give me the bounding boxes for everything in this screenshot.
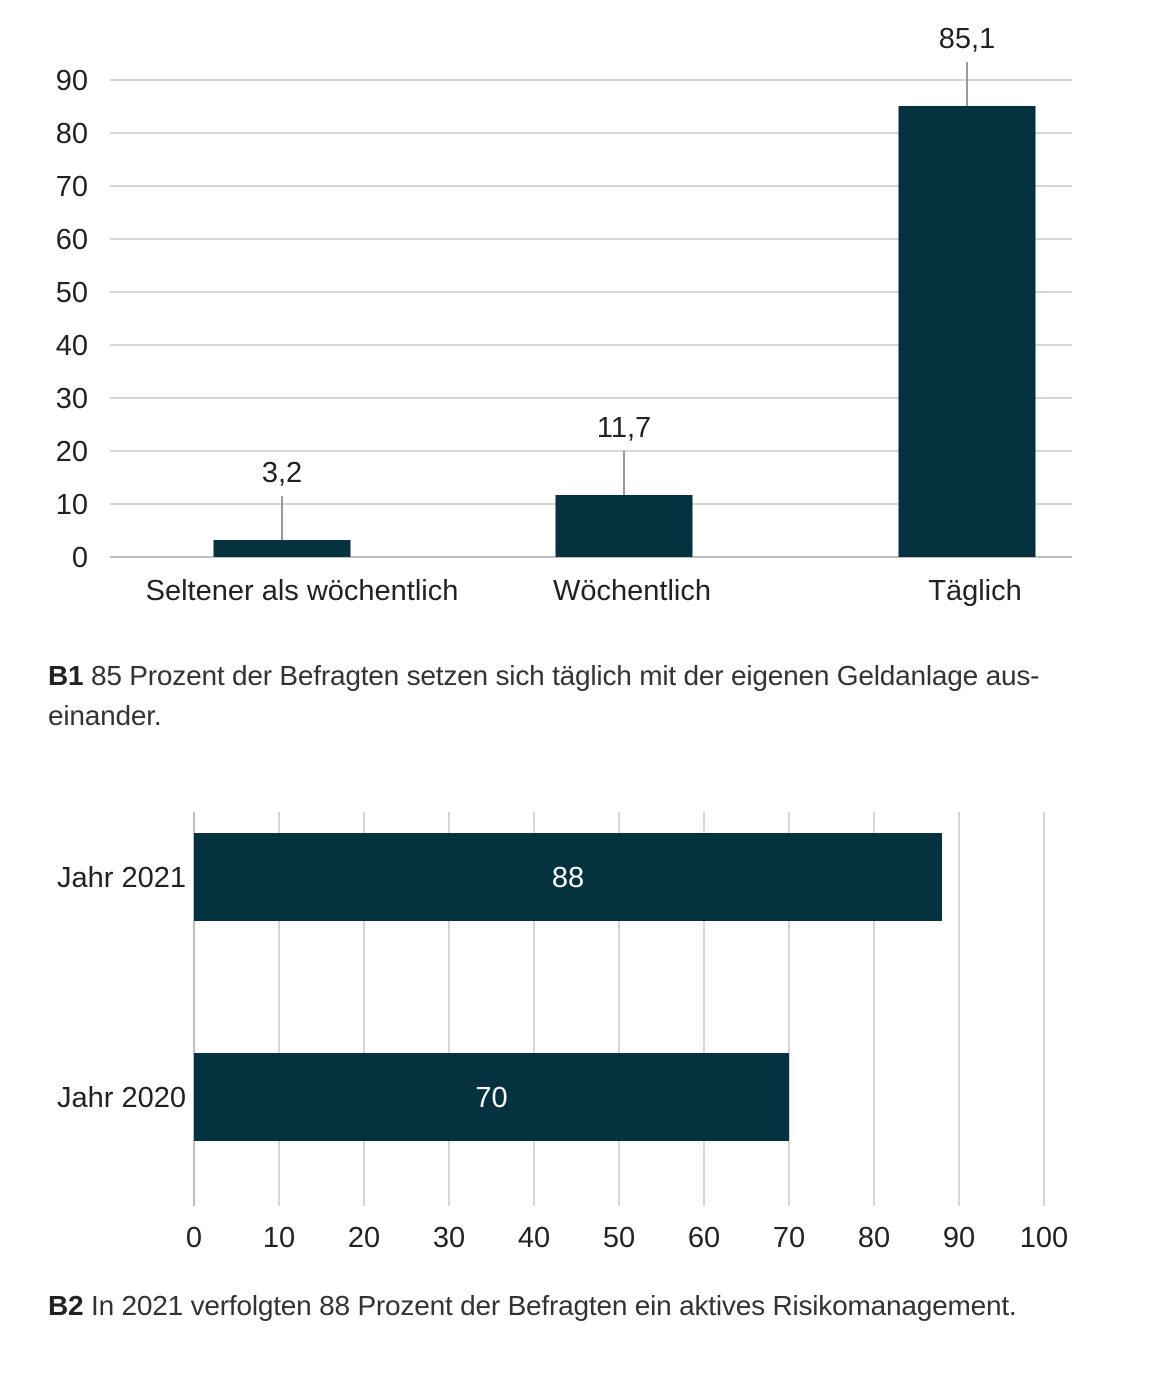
x-tick-label: 30: [433, 1222, 465, 1254]
data-label: 85,1: [939, 23, 995, 55]
caption-b1: B1 85 Prozent der Befragten setzen sich …: [48, 656, 1088, 736]
y-tick-label: 90: [56, 65, 88, 97]
y-tick-label: 40: [56, 330, 88, 362]
bar: [194, 833, 942, 921]
caption-b2-tag: B2: [48, 1290, 84, 1321]
caption-b1-tag: B1: [48, 660, 84, 691]
x-tick-label: 70: [773, 1222, 805, 1254]
x-tick-label: 40: [518, 1222, 550, 1254]
y-tick-label: Jahr 2021: [57, 862, 186, 894]
y-tick-label: 50: [56, 277, 88, 309]
x-tick-label: 80: [858, 1222, 890, 1254]
x-tick-label: 100: [1020, 1222, 1068, 1254]
x-tick-label: 60: [688, 1222, 720, 1254]
x-tick-label: Täglich: [928, 575, 1022, 607]
x-tick-label: Wöchentlich: [553, 575, 711, 607]
data-label: 88: [552, 862, 584, 894]
y-tick-label: Jahr 2020: [57, 1082, 186, 1114]
y-tick-label: 10: [56, 489, 88, 521]
data-label: 11,7: [597, 412, 651, 444]
x-tick-label: 20: [348, 1222, 380, 1254]
y-tick-label: 70: [56, 171, 88, 203]
bar-chart-risk-management: 0 10 20 30 40 50 60 70 80 90 100 88 Jahr 2021 70 Jahr …: [57, 812, 1068, 1254]
bar: [194, 1053, 789, 1141]
bar: [555, 494, 693, 557]
x-tick-label: 90: [943, 1222, 975, 1254]
x-tick-label: 10: [263, 1222, 295, 1254]
y-tick-label: 60: [56, 224, 88, 256]
bar: [213, 540, 351, 557]
caption-b2: B2 In 2021 verfolgten 88 Prozent der Bef…: [48, 1286, 1088, 1326]
data-label: 3,2: [262, 457, 302, 489]
data-label: 70: [475, 1082, 507, 1114]
x-tick-label: Seltener als wöchentlich: [146, 575, 459, 607]
bar: [898, 105, 1036, 557]
x-tick-label: 50: [603, 1222, 635, 1254]
x-tick-label: 0: [186, 1222, 202, 1254]
y-tick-label: 20: [56, 436, 88, 468]
y-tick-label: 30: [56, 383, 88, 415]
caption-b1-text: 85 Prozent der Befragten setzen sich täg…: [48, 660, 1040, 731]
y-tick-label: 80: [56, 118, 88, 150]
y-tick-label: 0: [72, 542, 88, 574]
bar-chart-frequency: 0 10 20 30 40 50 60 70 80 90 3,2 Seltener als wöche…: [56, 23, 1072, 607]
caption-b2-text: In 2021 verfolgten 88 Prozent der Befrag…: [83, 1290, 1017, 1321]
